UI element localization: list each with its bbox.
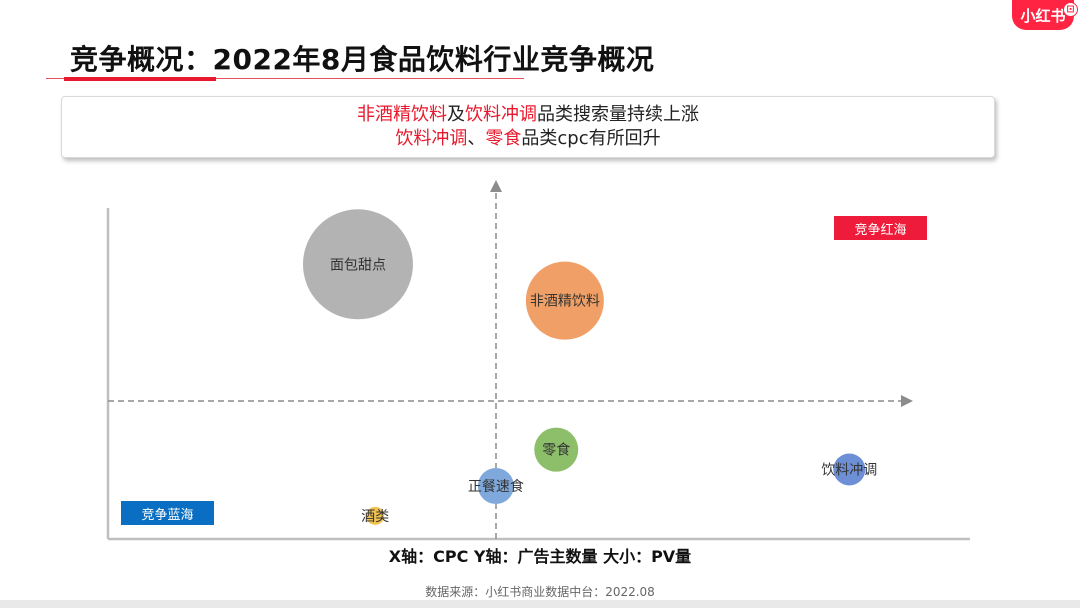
summary-callout: 非酒精饮料及饮料冲调品类搜索量持续上涨 饮料冲调、零食品类cpc有所回升 [61, 96, 995, 158]
callout-highlight: 零食 [485, 128, 522, 149]
bubble-point [534, 427, 579, 472]
callout-text: 、 [467, 128, 486, 149]
logo-text: 小红书 [1020, 6, 1066, 25]
callout-highlight: 饮料冲调 [465, 104, 537, 125]
callout-highlight: 非酒精饮料 [357, 104, 447, 125]
callout-text: 品类cpc有所回升 [521, 128, 661, 149]
title-divider [46, 78, 524, 79]
callout-highlight: 饮料冲调 [395, 128, 468, 149]
page-title: 竞争概况：2022年8月食品饮料行业竞争概况 [70, 43, 655, 76]
bubble-point [477, 468, 514, 505]
data-source: 数据来源：小红书商业数据中台：2022.08 [425, 585, 655, 599]
bubble-label: 正餐速食 [468, 478, 524, 495]
bubble-label: 面包甜点 [330, 257, 386, 273]
xiaohongshu-logo: 小红书 ⊡ [1012, 0, 1078, 30]
bubble-point [366, 506, 385, 525]
bubble-point [525, 261, 604, 340]
callout-line-1: 非酒精饮料及饮料冲调品类搜索量持续上涨 [62, 103, 994, 127]
axis-caption: X轴：CPC Y轴：广告主数量 大小：PV量 [388, 547, 692, 566]
bubble-label: 饮料冲调 [821, 462, 877, 478]
red-ocean-tag: 竞争红海 [834, 216, 927, 240]
blue-ocean-tag: 竞争蓝海 [121, 501, 214, 525]
bubble-label: 非酒精饮料 [530, 294, 600, 310]
callout-text: 及 [447, 104, 465, 125]
callout-text: 品类搜索量持续上涨 [537, 104, 699, 125]
bottom-bar [0, 600, 1080, 608]
callout-line-2: 饮料冲调、零食品类cpc有所回升 [62, 127, 994, 151]
bubble-label: 零食 [542, 442, 570, 459]
bubble-point [833, 453, 866, 486]
bubble-point [302, 209, 413, 320]
bubble-label: 酒类 [361, 509, 389, 525]
title-accent-underline [64, 77, 216, 81]
logo-badge-icon: ⊡ [1063, 2, 1078, 17]
